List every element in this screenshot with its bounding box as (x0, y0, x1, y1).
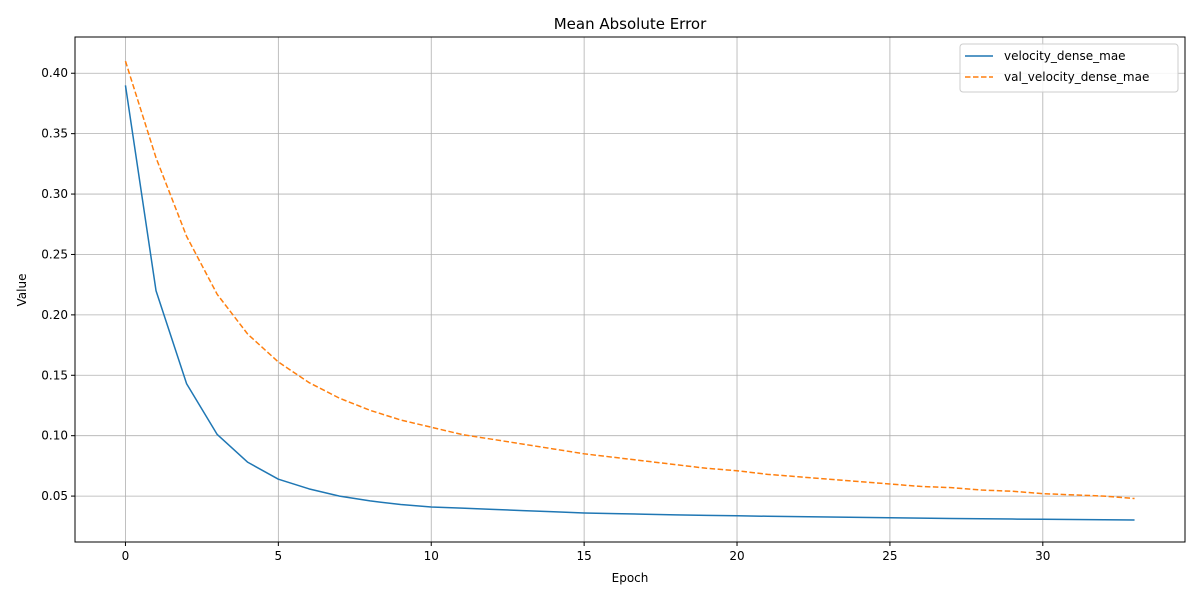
y-tick-label: 0.35 (41, 127, 68, 141)
chart-title: Mean Absolute Error (554, 15, 707, 33)
y-axis-title: Value (15, 274, 29, 307)
x-axis-title: Epoch (612, 571, 649, 585)
series-line-velocity-dense-mae (124, 85, 1135, 521)
y-tick-label: 0.25 (41, 247, 68, 261)
y-tick-label: 0.30 (41, 187, 68, 201)
y-tick-label: 0.15 (41, 368, 68, 382)
plot-frame (74, 36, 1186, 543)
grid (75, 37, 1185, 542)
x-tick-label: 20 (729, 549, 744, 563)
series-group (124, 60, 1135, 521)
y-tick-label: 0.10 (41, 429, 68, 443)
x-tick-label: 25 (882, 549, 897, 563)
series-line-val-velocity-dense-mae (124, 60, 1135, 500)
x-axis-ticks: 0 5 10 15 20 25 30 (122, 542, 1050, 563)
y-tick-label: 0.20 (41, 308, 68, 322)
legend-label: val_velocity_dense_mae (1004, 70, 1149, 84)
y-tick-label: 0.40 (41, 66, 68, 80)
x-tick-label: 5 (275, 549, 283, 563)
legend-label: velocity_dense_mae (1004, 49, 1126, 63)
legend: velocity_dense_mae val_velocity_dense_mae (959, 43, 1179, 93)
x-tick-label: 10 (424, 549, 439, 563)
x-tick-label: 0 (122, 549, 130, 563)
y-axis-ticks: 0.05 0.10 0.15 0.20 0.25 0.30 0.35 0.40 (41, 66, 75, 503)
x-tick-label: 30 (1035, 549, 1050, 563)
x-tick-label: 15 (576, 549, 591, 563)
y-tick-label: 0.05 (41, 489, 68, 503)
legend-box (959, 43, 1179, 93)
